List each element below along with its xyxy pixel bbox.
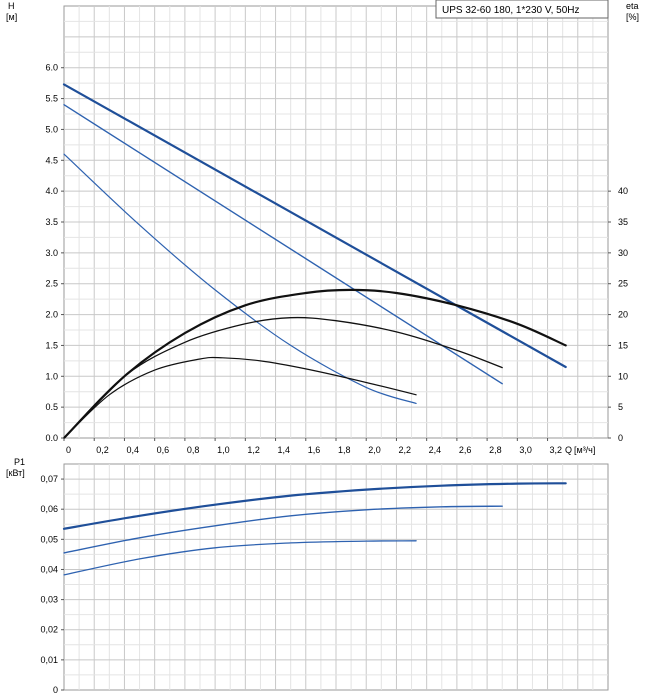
series-line-eta-speed-1 xyxy=(63,356,417,439)
x-tick-label: 2,2 xyxy=(398,445,411,455)
x-ticks: 0 0,2 0,4 0,6 0,8 1,0 1,2 1,4 1,6 1,8 2,0 2,2 2,4 2,6… xyxy=(63,438,563,455)
power-tick-label: 0,04 xyxy=(40,564,58,574)
power-tick-label: 0,05 xyxy=(40,534,58,544)
y-axis-label: H xyxy=(8,1,15,11)
x-tick-label: 0 xyxy=(66,445,71,455)
x-tick-label: 1,2 xyxy=(247,445,260,455)
y-tick-label: 4.0 xyxy=(45,186,58,196)
y2-tick-label: 20 xyxy=(618,310,628,320)
x-tick-label: 2,8 xyxy=(489,445,502,455)
x-tick-label: 0,6 xyxy=(157,445,170,455)
series-line-h-speed-2 xyxy=(63,104,503,385)
y-tick-label: 6.0 xyxy=(45,63,58,73)
y-tick-label: 0.5 xyxy=(45,402,58,412)
x-tick-label: 2,4 xyxy=(429,445,442,455)
x-axis-label: Q xyxy=(565,445,572,455)
y-tick-label: 4.5 xyxy=(45,155,58,165)
series-line-h-speed-3 xyxy=(62,83,567,369)
bottom-y-ticks: 0 0,01 0,02 0,03 0,04 0,05 0,06 0,07 xyxy=(40,474,64,695)
y-tick-label: 3.5 xyxy=(45,217,58,227)
y-tick-label: 2.0 xyxy=(45,310,58,320)
power-tick-label: 0,06 xyxy=(40,504,58,514)
y-tick-label: 5.0 xyxy=(45,124,58,134)
power-tick-label: 0,02 xyxy=(40,625,58,635)
series-line-eta-speed-3 xyxy=(62,288,567,440)
top-grid xyxy=(64,6,608,438)
y2-tick-label: 30 xyxy=(618,248,628,258)
x-tick-label: 2,6 xyxy=(459,445,472,455)
power-axis-label: P1 xyxy=(14,457,25,467)
y-tick-label: 1.5 xyxy=(45,340,58,350)
series-line-eta-speed-2 xyxy=(63,316,503,439)
power-plot: 0 0,01 0,02 0,03 0,04 0,05 0,06 0,07 P1 [кВт] xyxy=(6,457,609,695)
y2-tick-label: 10 xyxy=(618,371,628,381)
top-series-group xyxy=(62,83,567,440)
y2-tick-label: 0 xyxy=(618,433,623,443)
x-tick-label: 3,2 xyxy=(550,445,563,455)
series-line-p1-speed-1 xyxy=(63,540,417,576)
top-y2-ticks: 0 5 10 15 20 25 30 35 40 xyxy=(608,186,628,443)
legend-box xyxy=(435,0,609,19)
x-tick-label: 1,0 xyxy=(217,445,230,455)
y-tick-label: 5.5 xyxy=(45,94,58,104)
x-tick-label: 3,0 xyxy=(519,445,532,455)
x-tick-label: 2,0 xyxy=(368,445,381,455)
bottom-series-group xyxy=(62,482,567,576)
y-tick-label: 1.0 xyxy=(45,371,58,381)
x-axis-unit: [м³/ч] xyxy=(574,445,595,455)
y-axis-unit: [м] xyxy=(6,12,17,22)
x-tick-label: 1,8 xyxy=(338,445,351,455)
series-line-h-speed-1 xyxy=(63,153,417,404)
y2-axis-label: eta xyxy=(626,1,639,11)
y2-tick-label: 15 xyxy=(618,340,628,350)
y2-tick-label: 35 xyxy=(618,217,628,227)
bottom-grid xyxy=(64,464,608,690)
x-tick-label: 1,4 xyxy=(278,445,291,455)
x-tick-label: 0,2 xyxy=(96,445,109,455)
top-y-ticks: 0.0 0.5 1.0 1.5 2.0 2.5 3.0 3.5 4.0 4.5 5.0 5.5 6.0 xyxy=(45,63,64,443)
x-tick-label: 1,6 xyxy=(308,445,321,455)
x-tick-label: 0,4 xyxy=(126,445,139,455)
y-tick-label: 0.0 xyxy=(45,433,58,443)
y-tick-label: 2.5 xyxy=(45,279,58,289)
chart-title: UPS 32-60 180, 1*230 V, 50Hz xyxy=(442,5,580,16)
x-tick-label: 0,8 xyxy=(187,445,200,455)
power-tick-label: 0 xyxy=(53,685,58,695)
power-tick-label: 0,07 xyxy=(40,474,58,484)
y2-axis-unit: [%] xyxy=(626,12,639,22)
y2-tick-label: 25 xyxy=(618,279,628,289)
power-axis-unit: [кВт] xyxy=(6,468,25,478)
head-efficiency-plot: 0.00.51.01.52.02.53.03.54.04.55.05.56.0 … xyxy=(6,0,639,455)
y-tick-label: 3.0 xyxy=(45,248,58,258)
series-line-p1-speed-3 xyxy=(62,482,567,530)
y2-tick-label: 40 xyxy=(618,186,628,196)
power-tick-label: 0,01 xyxy=(40,655,58,665)
power-tick-label: 0,03 xyxy=(40,595,58,605)
series-line-p1-speed-2 xyxy=(63,505,503,554)
y2-tick-label: 5 xyxy=(618,402,623,412)
